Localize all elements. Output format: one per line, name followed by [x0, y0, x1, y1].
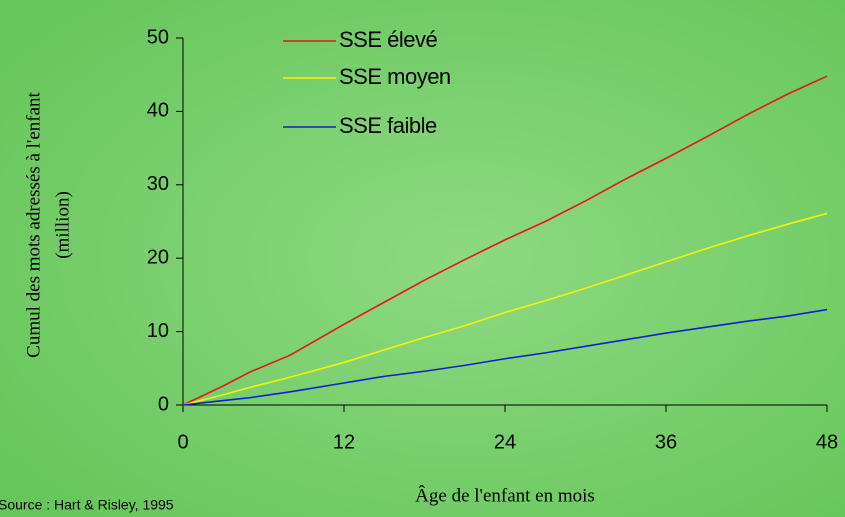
y-tick-label: 40	[147, 100, 169, 122]
y-tick-label: 0	[158, 393, 169, 415]
x-tick-label: 48	[816, 431, 838, 453]
y-axis-label: (million)	[52, 191, 73, 259]
y-tick-label: 50	[147, 26, 169, 48]
y-axis-label: Cumul des mots adressés à l'enfant	[23, 91, 44, 357]
series-line	[182, 212, 828, 406]
x-axis-label: Âge de l'enfant en mois	[415, 484, 595, 506]
legend-label: SSE faible	[339, 113, 437, 138]
x-tick-label: 12	[333, 431, 355, 453]
legend-label: SSE moyen	[339, 64, 451, 89]
y-tick-label: 10	[147, 320, 169, 342]
x-tick-label: 0	[177, 431, 188, 453]
x-tick-label: 36	[655, 431, 677, 453]
legend-label: SSE élevé	[339, 27, 437, 52]
y-tick-label: 30	[147, 173, 169, 195]
source: Source : Hart & Risley, 1995	[0, 497, 174, 513]
series-line	[182, 75, 828, 406]
x-tick-label: 24	[494, 431, 516, 453]
series-line	[182, 308, 828, 406]
y-tick-label: 20	[147, 246, 169, 268]
